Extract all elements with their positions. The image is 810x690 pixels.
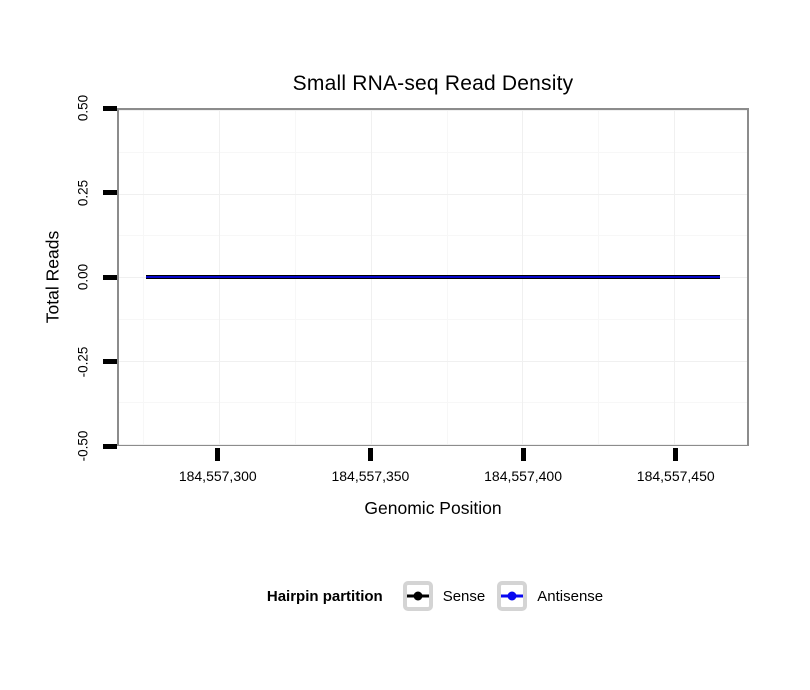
x-axis-tick [367, 448, 373, 461]
sense-line-point-icon [402, 581, 433, 611]
x-axis-tick [520, 448, 526, 461]
y-axis-tick [103, 105, 117, 111]
y-axis-tick-label: -0.25 [75, 346, 91, 377]
series-line-antisense [146, 276, 720, 278]
gridline-major-h [119, 110, 747, 111]
gridline-minor-h [119, 318, 747, 320]
y-axis-tick-label: -0.50 [75, 430, 91, 462]
y-axis-tick [103, 274, 117, 280]
y-axis-tick-label: 0.50 [75, 94, 91, 122]
gridline-major-h [119, 360, 747, 362]
x-axis-tick-label: 184,557,450 [636, 468, 715, 484]
gridline-major-h [119, 193, 747, 195]
x-axis-tick-label: 184,557,300 [178, 468, 257, 484]
y-axis-tick-label: 0.25 [75, 179, 91, 206]
legend-entry-sense: Sense [402, 581, 486, 611]
x-axis-tick-label: 184,557,400 [484, 468, 562, 484]
gridline-minor-h [119, 235, 747, 237]
gridline-minor-h [119, 151, 747, 153]
y-axis-tick [103, 190, 117, 195]
plot-panel [117, 108, 749, 446]
x-axis-tick [673, 448, 679, 461]
y-axis-tick-label: 0.00 [75, 263, 91, 291]
antisense-line-point-icon [497, 581, 528, 611]
legend-label-antisense: Antisense [537, 587, 604, 605]
gridline-minor-h [119, 402, 747, 404]
legend-entry-antisense: Antisense [497, 581, 603, 611]
x-axis-tick [215, 448, 221, 461]
gridline-major-h [119, 444, 747, 445]
y-axis-tick [103, 443, 117, 449]
x-axis-title: Genomic Position [364, 498, 502, 518]
y-axis-title: Total Reads [42, 230, 63, 324]
y-axis-tick [103, 359, 117, 364]
chart-title: Small RNA-seq Read Density [292, 72, 574, 95]
x-axis-tick-label: 184,557,350 [331, 468, 410, 484]
legend-label-sense: Sense [442, 587, 486, 605]
legend-title: Hairpin partition [266, 587, 383, 605]
legend: Hairpin partition Sense Antisense [60, 578, 810, 614]
